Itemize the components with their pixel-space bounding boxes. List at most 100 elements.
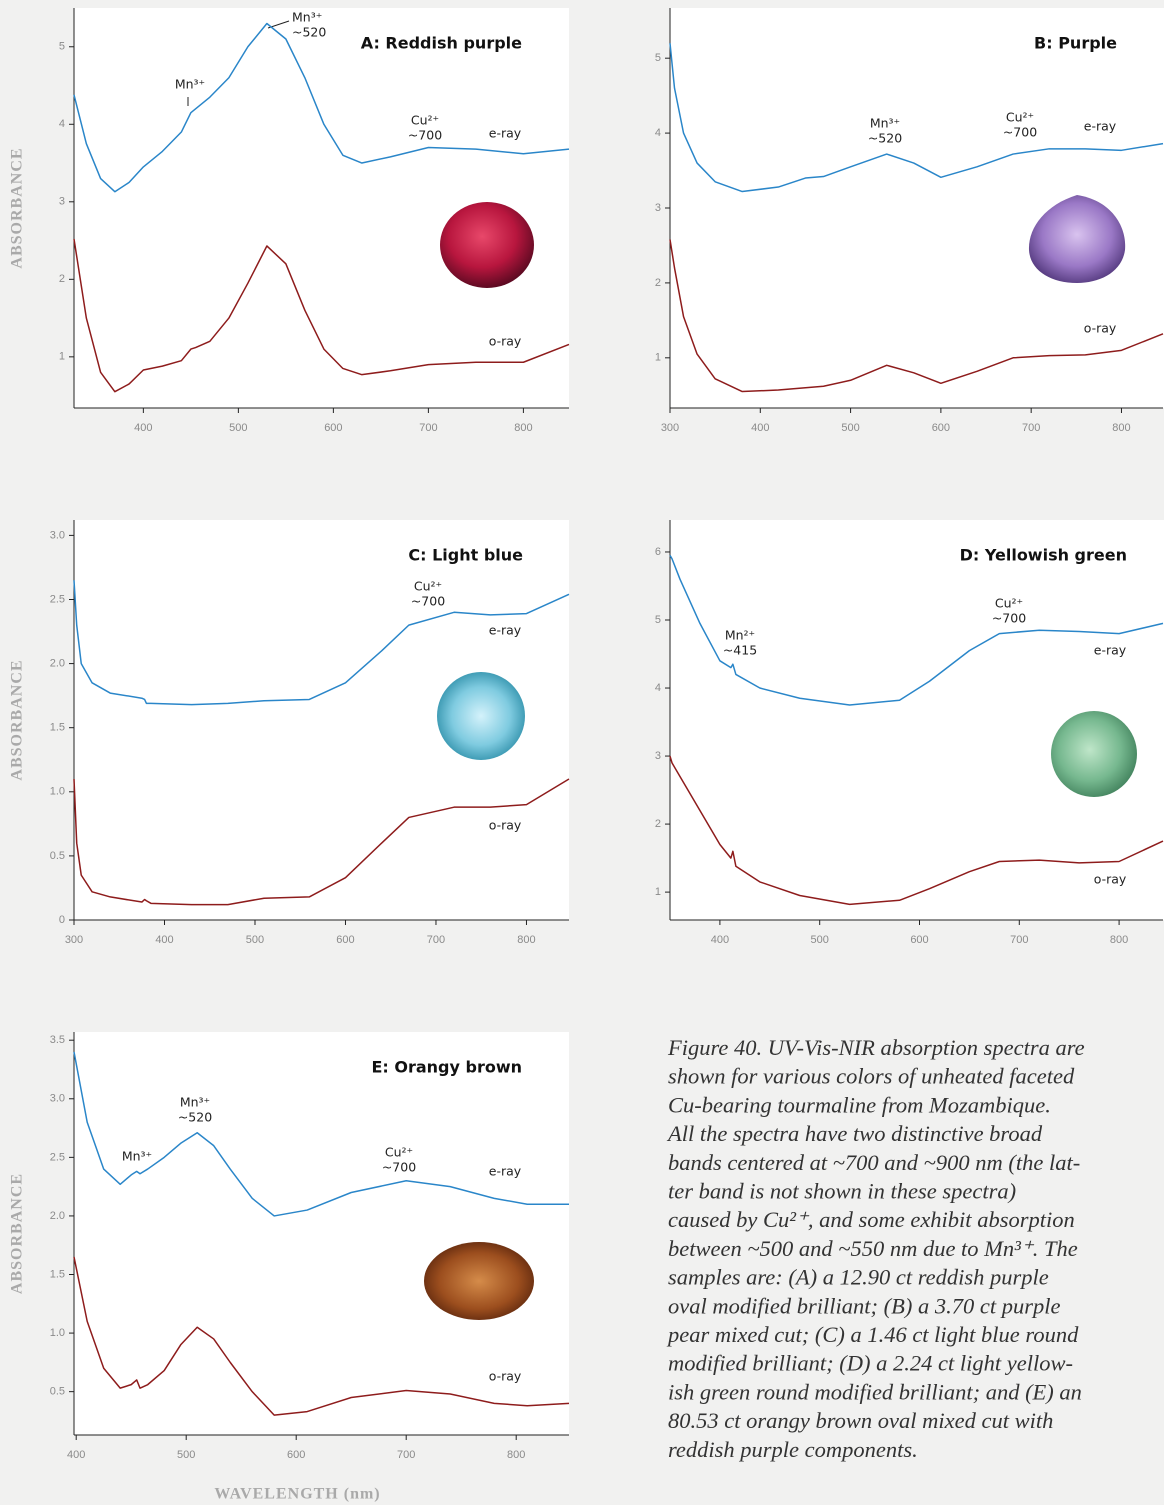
y-axis-label: ABSORBANCE xyxy=(9,659,26,780)
x-tick-label: 500 xyxy=(841,422,859,434)
y-tick-label: 2.5 xyxy=(50,593,65,605)
caption-line: between ~500 and ~550 nm due to Mn³⁺. Th… xyxy=(668,1236,1078,1261)
y-tick-label: 3.0 xyxy=(50,1093,65,1105)
y-tick-label: 1 xyxy=(59,351,65,363)
annotation: Cu²⁺ xyxy=(411,113,439,128)
x-tick-label: 700 xyxy=(419,422,437,434)
x-tick-label: 600 xyxy=(287,1449,305,1461)
caption-line: All the spectra have two distinctive bro… xyxy=(666,1121,1043,1146)
y-tick-label: 1.0 xyxy=(50,786,65,798)
chart-title: C: Light blue xyxy=(408,546,523,565)
y-tick-label: 2.0 xyxy=(50,657,65,669)
x-tick-label: 600 xyxy=(932,422,950,434)
y-tick-label: 3.0 xyxy=(50,529,65,541)
gem-image xyxy=(437,672,525,760)
x-tick-label: 600 xyxy=(336,934,354,946)
series-label: o-ray xyxy=(1084,321,1117,336)
figure: 1 2 3 4 5 400 500 600 700 800 A: Reddish purple ABS… xyxy=(0,0,1164,1505)
caption-line: pear mixed cut; (C) a 1.46 ct light blue… xyxy=(666,1322,1079,1347)
series-label: e-ray xyxy=(1094,643,1127,658)
series-label: o-ray xyxy=(489,334,522,349)
y-tick-label: 2.0 xyxy=(50,1210,65,1222)
y-tick-label: 2 xyxy=(655,277,661,289)
y-tick-label: 1.5 xyxy=(50,722,65,734)
caption-line: oval modified brilliant; (B) a 3.70 ct p… xyxy=(668,1293,1060,1318)
series-label: o-ray xyxy=(489,818,522,833)
x-tick-label: 400 xyxy=(155,934,173,946)
annotation: Cu²⁺ xyxy=(995,596,1023,611)
y-tick-label: 4 xyxy=(655,127,661,139)
y-tick-label: 0 xyxy=(59,914,65,926)
caption-line: samples are: (A) a 12.90 ct reddish purp… xyxy=(668,1265,1049,1290)
x-tick-label: 800 xyxy=(507,1449,525,1461)
x-tick-label: 800 xyxy=(514,422,532,434)
caption-line: caused by Cu²⁺, and some exhibit absorpt… xyxy=(668,1207,1075,1232)
x-tick-label: 700 xyxy=(397,1449,415,1461)
caption-line: Figure 40. UV-Vis-NIR absorption spectra… xyxy=(667,1035,1085,1060)
x-tick-label: 500 xyxy=(177,1449,195,1461)
series-label: o-ray xyxy=(1094,872,1127,887)
x-axis-label: WAVELENGTH (nm) xyxy=(214,1486,380,1503)
series-label: e-ray xyxy=(489,1164,522,1179)
y-tick-label: 3 xyxy=(655,750,661,762)
annotation: Mn³⁺ xyxy=(292,10,322,25)
series-label: o-ray xyxy=(489,1369,522,1384)
annotation: ~700 xyxy=(1003,125,1037,140)
annotation: Mn³⁺ xyxy=(870,116,900,131)
x-tick-label: 700 xyxy=(1010,934,1028,946)
caption-line: ish green round modified brilliant; and … xyxy=(668,1379,1082,1404)
y-tick-label: 3 xyxy=(655,202,661,214)
caption-line: 80.53 ct orangy brown oval mixed cut wit… xyxy=(668,1408,1053,1433)
x-tick-label: 400 xyxy=(67,1449,85,1461)
y-axis-label: ABSORBANCE xyxy=(9,1173,26,1294)
y-tick-label: 3 xyxy=(59,196,65,208)
annotation: ~700 xyxy=(382,1160,416,1175)
y-tick-label: 6 xyxy=(655,546,661,558)
y-tick-label: 2.5 xyxy=(50,1151,65,1163)
series-label: e-ray xyxy=(489,623,522,638)
y-tick-label: 1.0 xyxy=(50,1327,65,1339)
annotation: ~700 xyxy=(992,611,1026,626)
caption-line: reddish purple components. xyxy=(668,1437,918,1462)
chart-title: D: Yellowish green xyxy=(960,546,1127,565)
gem-image xyxy=(440,202,534,288)
y-axis-label: ABSORBANCE xyxy=(9,147,26,268)
x-tick-label: 600 xyxy=(910,934,928,946)
series-label: e-ray xyxy=(1084,119,1117,134)
y-tick-label: 2 xyxy=(59,273,65,285)
annotation: Cu²⁺ xyxy=(1006,110,1034,125)
caption-line: bands centered at ~700 and ~900 nm (the … xyxy=(668,1150,1080,1175)
series-label: e-ray xyxy=(489,126,522,141)
annotation: Cu²⁺ xyxy=(414,579,442,594)
x-tick-label: 700 xyxy=(427,934,445,946)
annotation: Mn³⁺ xyxy=(175,77,205,92)
y-tick-label: 1 xyxy=(655,352,661,364)
x-tick-label: 600 xyxy=(324,422,342,434)
y-tick-label: 0.5 xyxy=(50,1386,65,1398)
x-tick-label: 400 xyxy=(134,422,152,434)
caption-line: shown for various colors of unheated fac… xyxy=(668,1064,1075,1089)
annotation: ~700 xyxy=(408,128,442,143)
y-tick-label: 5 xyxy=(655,614,661,626)
x-tick-label: 700 xyxy=(1022,422,1040,434)
x-tick-label: 500 xyxy=(246,934,264,946)
chart-title: E: Orangy brown xyxy=(371,1058,522,1077)
x-tick-label: 300 xyxy=(661,422,679,434)
y-tick-label: 1 xyxy=(655,886,661,898)
chart-title: A: Reddish purple xyxy=(361,34,522,53)
x-tick-label: 800 xyxy=(517,934,535,946)
caption-line: ter band is not shown in these spectra) xyxy=(668,1179,1016,1204)
y-tick-label: 1.5 xyxy=(50,1268,65,1280)
x-tick-label: 500 xyxy=(229,422,247,434)
annotation: ~520 xyxy=(292,25,326,40)
annotation: ~700 xyxy=(411,594,445,609)
caption: Figure 40. UV-Vis-NIR absorption spectra… xyxy=(666,1035,1085,1462)
gem-image xyxy=(1051,711,1137,797)
annotation: ~520 xyxy=(868,131,902,146)
x-tick-label: 300 xyxy=(65,934,83,946)
x-tick-label: 500 xyxy=(811,934,829,946)
y-tick-label: 3.5 xyxy=(50,1034,65,1046)
x-tick-label: 800 xyxy=(1110,934,1128,946)
annotation: Mn³⁺ xyxy=(122,1149,152,1164)
y-tick-label: 5 xyxy=(59,41,65,53)
